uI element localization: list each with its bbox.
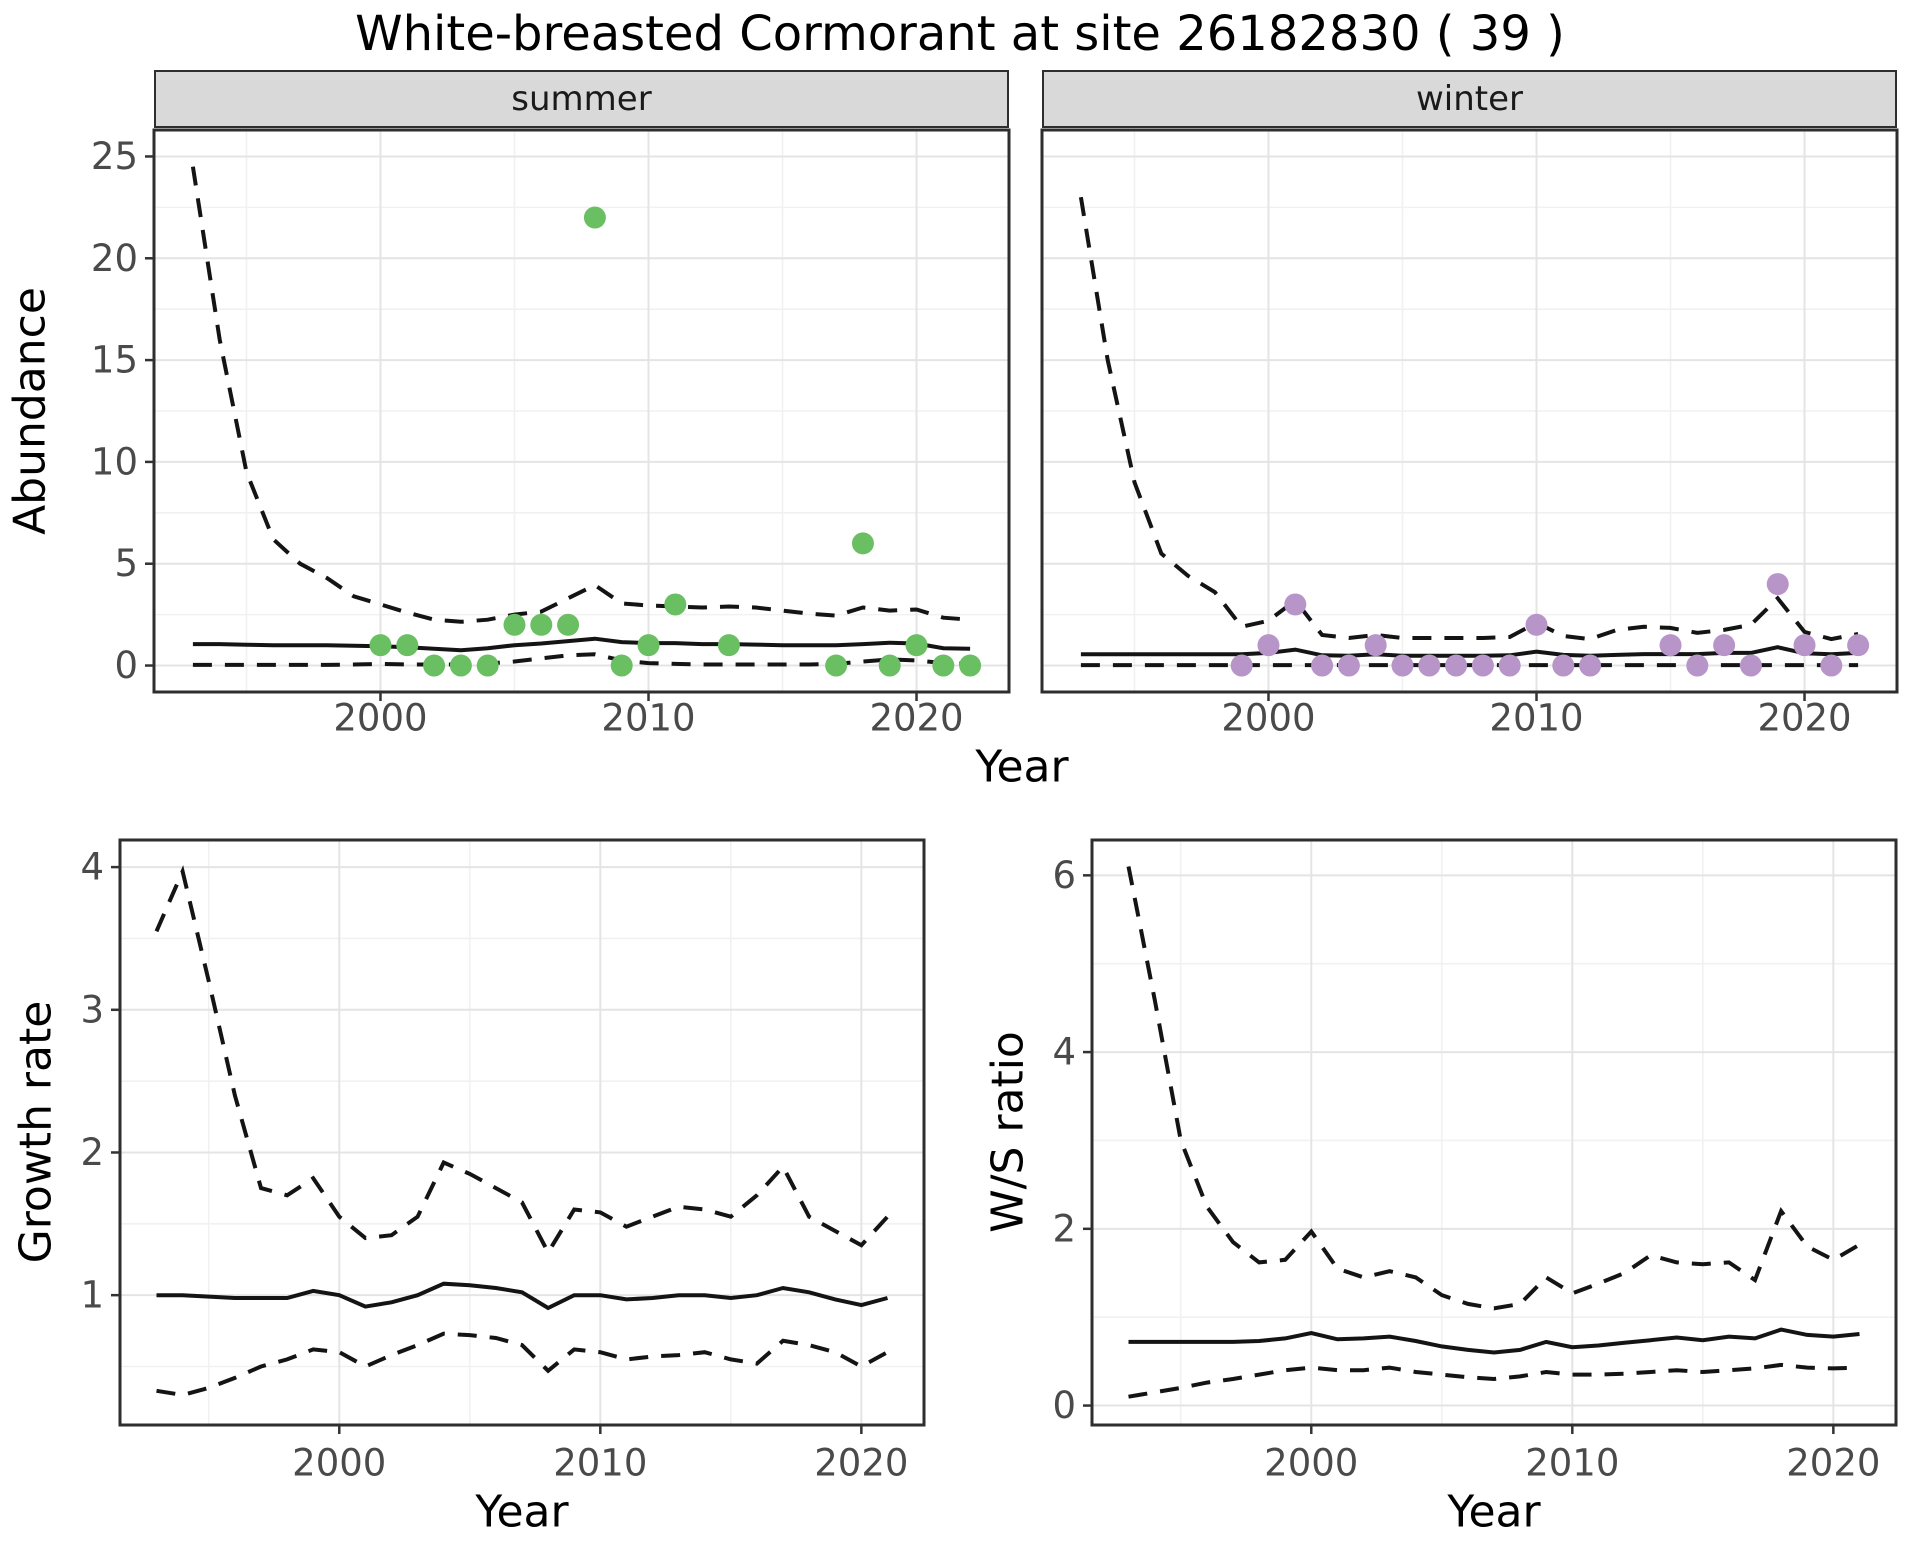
panel-w-s-ratio: 2000 2010 2020 0 2 4 6 — [1052, 838, 1898, 1485]
data-point-summer-2009 — [610, 654, 633, 677]
data-point-winter-1999 — [1230, 654, 1253, 677]
data-point-summer-2017 — [825, 654, 848, 677]
median-line — [1128, 1327, 1860, 1355]
facet-strip-summer: summer — [154, 70, 1009, 128]
data-point-winter-2019 — [1766, 573, 1789, 596]
x-tick-label: 2020 — [869, 697, 963, 740]
panel-winter: 2000 2010 2020 — [1040, 128, 1899, 740]
data-point-winter-2015 — [1659, 634, 1682, 657]
x-tick-label: 2000 — [1264, 1442, 1358, 1485]
x-axis-title-year-top: Year — [975, 741, 1069, 793]
data-point-winter-2007 — [1445, 654, 1468, 677]
data-point-winter-2012 — [1579, 654, 1602, 677]
y-tick-label: 5 — [114, 542, 138, 585]
x-tick-label: 2000 — [333, 697, 427, 740]
data-point-summer-2019 — [878, 654, 901, 677]
panel-border — [152, 128, 1011, 694]
data-point-summer-2005 — [503, 613, 526, 636]
x-tick-label: 2020 — [1786, 1442, 1880, 1485]
data-point-summer-2013 — [717, 634, 740, 657]
x-tick-label: 2010 — [1489, 697, 1583, 740]
data-point-summer-2011 — [664, 593, 687, 616]
data-point-summer-2018 — [851, 532, 874, 555]
data-point-summer-2001 — [396, 634, 419, 657]
data-point-winter-2021 — [1820, 654, 1843, 677]
data-point-winter-2008 — [1471, 654, 1494, 677]
panel-background — [120, 840, 924, 1425]
y-axis-title-abundance: Abundance — [4, 287, 56, 535]
panel-background — [1092, 840, 1896, 1425]
facet-label-winter: winter — [1415, 79, 1524, 119]
data-point-winter-2001 — [1284, 593, 1307, 616]
data-point-winter-2004 — [1364, 634, 1387, 657]
data-point-winter-2006 — [1418, 654, 1441, 677]
data-point-summer-2022 — [959, 654, 982, 677]
upper-ci-line — [190, 166, 971, 624]
facet-label-summer: summer — [511, 79, 652, 119]
y-tick-label: 10 — [91, 440, 138, 483]
x-tick-label: 2020 — [1757, 697, 1851, 740]
y-tick-label: 2 — [1052, 1207, 1076, 1250]
panel-border — [118, 838, 926, 1427]
data-point-winter-2003 — [1337, 654, 1360, 677]
median-line — [156, 1281, 889, 1311]
data-point-winter-2017 — [1713, 634, 1736, 657]
data-point-winter-2000 — [1257, 634, 1280, 657]
data-point-winter-2016 — [1686, 654, 1709, 677]
data-point-winter-2018 — [1739, 654, 1762, 677]
x-tick-label: 2000 — [292, 1442, 386, 1485]
x-tick-label: 2010 — [553, 1442, 647, 1485]
data-point-summer-2007 — [557, 613, 580, 636]
upper-ci-line — [1078, 196, 1859, 642]
x-tick-label: 2000 — [1221, 697, 1315, 740]
data-point-summer-2006 — [530, 613, 553, 636]
data-point-winter-2011 — [1552, 654, 1575, 677]
data-point-summer-2010 — [637, 634, 660, 657]
data-point-summer-2021 — [932, 654, 955, 677]
data-point-winter-2005 — [1391, 654, 1414, 677]
lower-ci-line — [1128, 1362, 1860, 1399]
y-tick-label: 0 — [1052, 1384, 1076, 1427]
upper-ci-line — [1126, 866, 1861, 1311]
y-tick-label: 1 — [80, 1274, 104, 1317]
data-point-summer-2020 — [905, 634, 928, 657]
panel-growth-rate: 2000 2010 2020 1 2 3 4 — [80, 838, 926, 1485]
y-tick-label: 6 — [1052, 854, 1076, 897]
y-axis-title-growth-rate: Growth rate — [10, 1000, 62, 1264]
panel-border — [1090, 838, 1898, 1427]
upper-ci-line — [154, 865, 889, 1257]
y-tick-label: 20 — [91, 237, 138, 280]
x-axis-title-year-ws: Year — [1447, 1486, 1541, 1538]
y-axis-title-ws-ratio: W/S ratio — [982, 1031, 1034, 1233]
y-tick-label: 25 — [91, 135, 138, 178]
y-tick-label: 0 — [114, 644, 138, 687]
data-point-summer-2000 — [369, 634, 392, 657]
data-point-summer-2003 — [449, 654, 472, 677]
data-point-summer-2008 — [583, 206, 606, 229]
panel-border — [1040, 128, 1899, 694]
data-point-winter-2009 — [1498, 654, 1521, 677]
data-point-winter-2020 — [1793, 634, 1816, 657]
x-tick-label: 2010 — [601, 697, 695, 740]
facet-strip-winter: winter — [1042, 70, 1897, 128]
lower-ci-line — [156, 1331, 889, 1398]
data-point-summer-2002 — [423, 654, 446, 677]
data-point-winter-2022 — [1847, 634, 1870, 657]
data-point-summer-2004 — [476, 654, 499, 677]
x-tick-label: 2010 — [1525, 1442, 1619, 1485]
data-point-winter-2002 — [1311, 654, 1334, 677]
y-tick-label: 4 — [80, 846, 104, 889]
y-tick-label: 4 — [1052, 1031, 1076, 1074]
x-tick-label: 2020 — [814, 1442, 908, 1485]
median-line — [192, 636, 971, 653]
panel-summer: 2000 2010 2020 0 5 10 15 20 25 — [91, 128, 1011, 740]
page-title: White-breasted Cormorant at site 2618283… — [355, 6, 1565, 62]
x-axis-title-year-growth: Year — [475, 1486, 569, 1538]
data-point-winter-2010 — [1525, 613, 1548, 636]
y-tick-label: 2 — [80, 1131, 104, 1174]
y-tick-label: 3 — [80, 988, 104, 1031]
y-tick-label: 15 — [91, 339, 138, 382]
